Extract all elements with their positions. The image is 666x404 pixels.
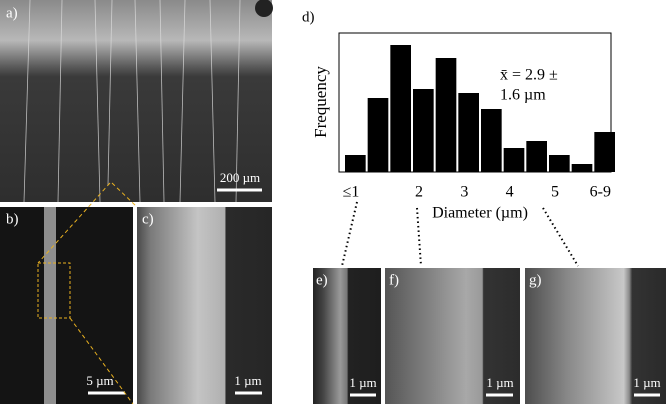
bar <box>594 132 615 172</box>
sem-image <box>313 268 381 404</box>
annotation: 1.6 µm <box>500 87 546 104</box>
bar <box>503 148 525 172</box>
panel-f: f) 1 µm <box>385 268 520 404</box>
y-axis-label: Frequency <box>311 66 330 138</box>
panel-label: e) <box>316 272 328 288</box>
x-tick-label: 2 <box>415 184 423 201</box>
sem-image <box>137 207 272 404</box>
scale-label: 5 µm <box>86 373 113 388</box>
sem-image <box>0 207 133 404</box>
bar <box>458 93 479 172</box>
x-tick-label: 5 <box>551 184 559 201</box>
bar <box>549 155 570 172</box>
x-tick-label: 3 <box>460 184 468 201</box>
sem-image <box>525 268 666 404</box>
panel-label: g) <box>529 272 542 288</box>
bar <box>345 155 366 172</box>
scale-label: 1 µm <box>486 375 513 390</box>
annotation: x̄ = 2.9 ± <box>500 67 558 84</box>
bar <box>435 58 457 172</box>
x-tick-label: 4 <box>506 184 514 201</box>
bar <box>413 89 434 172</box>
bar <box>526 141 547 172</box>
panel-a: a) 200 µm <box>0 0 273 203</box>
bar <box>367 98 389 172</box>
panel-b: b) 5 µm <box>0 207 133 404</box>
x-tick-label: ≤1 <box>343 184 360 201</box>
panel-label: c) <box>142 211 154 227</box>
panel-label: f) <box>389 272 399 288</box>
bar <box>571 164 593 172</box>
panel-c: c) 1 µm <box>137 207 272 404</box>
panel-label: d) <box>302 9 315 25</box>
panel-g: g) 1 µm <box>525 268 666 404</box>
connector-lines <box>341 201 579 267</box>
bar <box>481 109 502 172</box>
x-axis-label: Diameter (µm) <box>432 205 528 222</box>
x-tick-label: 6-9 <box>590 184 611 201</box>
bar <box>390 45 411 172</box>
sem-image <box>385 268 520 404</box>
panel-e: e) 1 µm <box>313 268 381 404</box>
panel-label: b) <box>6 211 19 227</box>
scale-label: 1 µm <box>349 375 376 390</box>
scale-label: 1 µm <box>633 375 660 390</box>
panel-label: a) <box>6 5 18 21</box>
zoom-lines <box>37 182 138 404</box>
scale-label: 1 µm <box>234 373 261 388</box>
scale-label: 200 µm <box>220 170 260 185</box>
